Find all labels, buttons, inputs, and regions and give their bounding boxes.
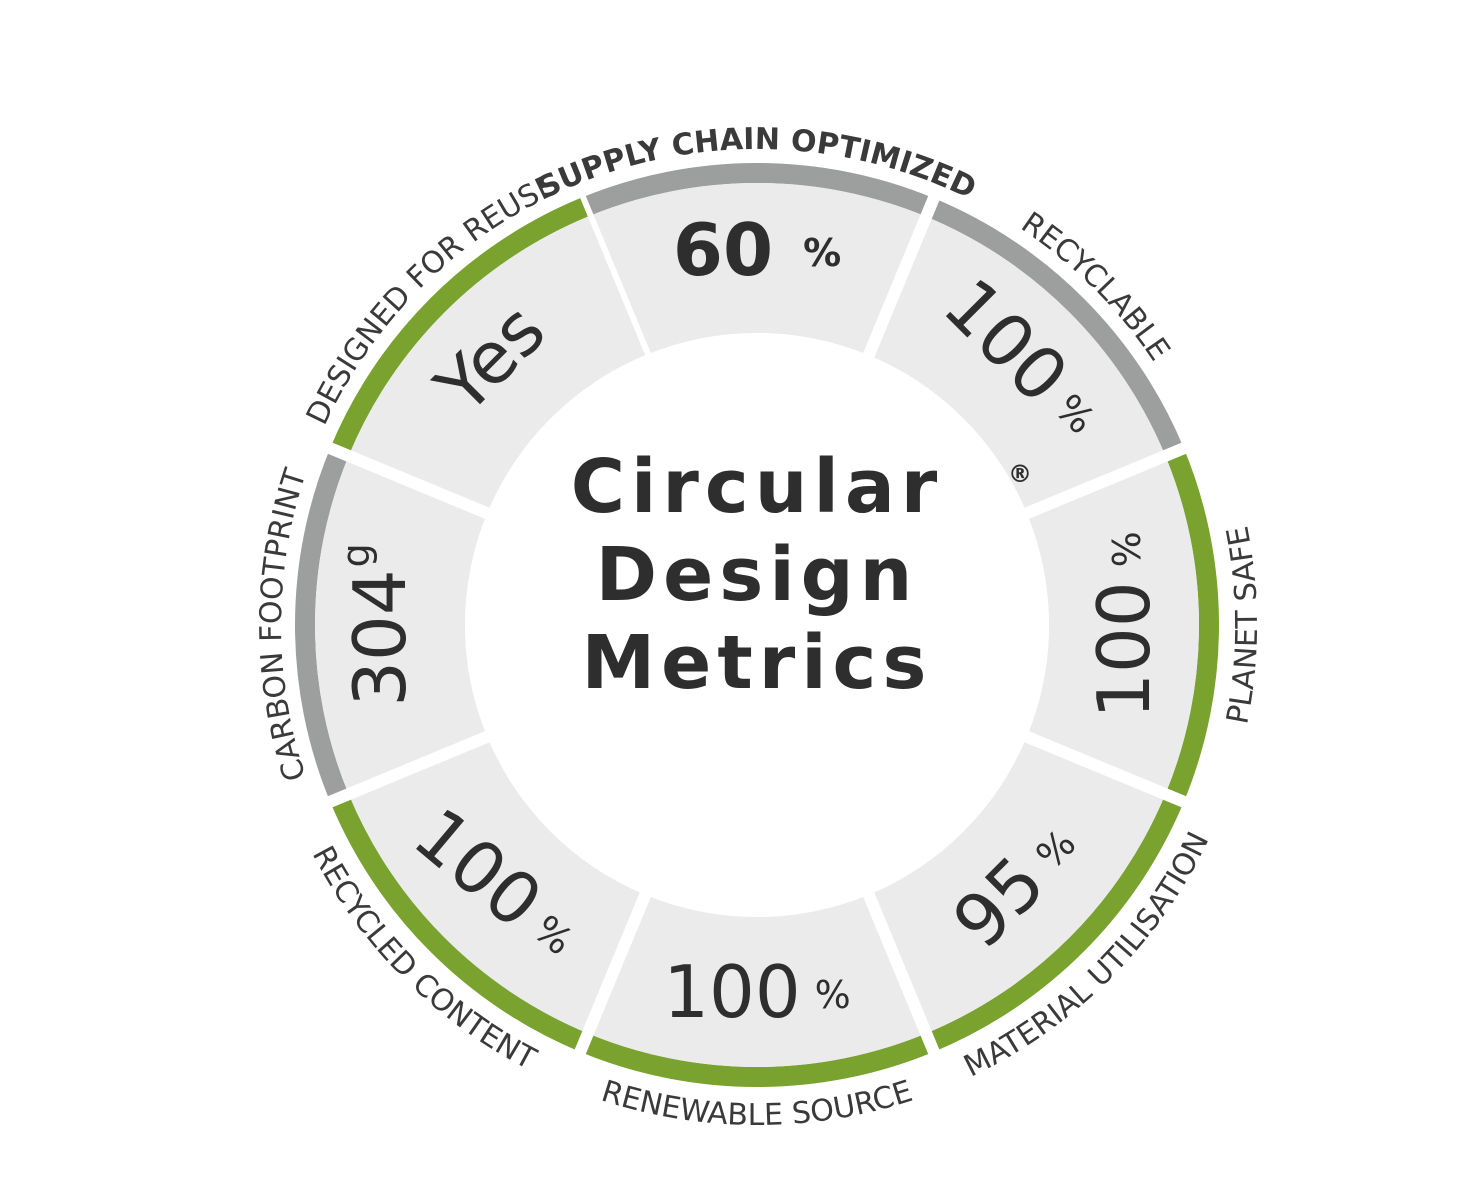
value-unit: % — [803, 231, 841, 275]
segment-value: 100% — [663, 950, 851, 1034]
value-number: 100 — [663, 950, 800, 1034]
value-unit: % — [1105, 531, 1149, 567]
ring-band — [926, 198, 1184, 456]
segment — [348, 216, 646, 514]
title-line: Metrics — [582, 620, 933, 706]
segment-value: 100% — [1082, 531, 1166, 719]
divider — [861, 191, 942, 363]
segment-label-path: PLANET SAFE — [1220, 523, 1265, 726]
segment — [587, 183, 927, 356]
segment-value: 60% — [673, 208, 841, 292]
divider — [323, 440, 495, 521]
ring-band — [926, 794, 1184, 1052]
value-number: 304 — [338, 569, 422, 706]
segment — [348, 736, 646, 1034]
ring-band — [1165, 448, 1219, 802]
divider — [572, 887, 653, 1059]
ring-band — [295, 448, 349, 802]
ring-band — [330, 198, 588, 456]
segment — [587, 894, 927, 1067]
registered-mark: ® — [1008, 460, 1032, 488]
title-line: Design — [596, 532, 919, 618]
ring-band — [580, 163, 934, 217]
value-unit: % — [815, 973, 851, 1017]
segment — [868, 216, 1166, 514]
ring-band — [330, 794, 588, 1052]
value-number: 100 — [1082, 581, 1166, 718]
value-number: 60 — [673, 208, 773, 292]
divider — [1019, 440, 1191, 521]
segment — [315, 455, 488, 795]
ring-band — [580, 1033, 934, 1088]
segment-value: 304g — [334, 543, 422, 707]
title-line: Circular — [571, 444, 944, 530]
value-unit: g — [334, 543, 378, 567]
divider — [323, 729, 495, 810]
segment — [1026, 455, 1199, 795]
segment — [868, 736, 1166, 1034]
center-disc — [465, 333, 1049, 917]
divider — [1019, 729, 1191, 810]
divider — [861, 887, 942, 1059]
segment-label: PLANET SAFE — [1220, 523, 1265, 726]
